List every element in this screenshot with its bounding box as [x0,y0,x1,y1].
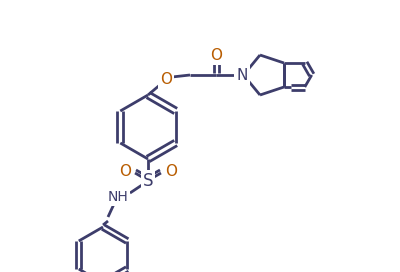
Text: N: N [236,67,248,82]
Text: O: O [165,165,177,180]
Text: NH: NH [108,190,128,204]
Text: O: O [119,165,131,180]
Text: O: O [160,72,172,86]
Text: S: S [143,172,153,190]
Text: O: O [210,48,222,63]
